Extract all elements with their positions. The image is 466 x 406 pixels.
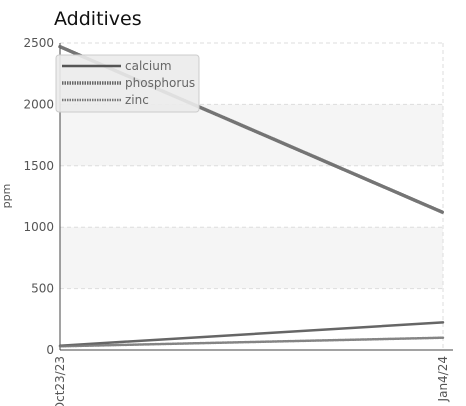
- y-tick-label: 1500: [23, 159, 54, 173]
- y-tick-label: 0: [46, 343, 54, 357]
- background-bands: [60, 104, 443, 289]
- background-band: [60, 227, 443, 289]
- series-line-calcium: [58, 321, 445, 347]
- legend-label-phosphorus: phosphorus: [125, 76, 195, 90]
- legend-box: [55, 54, 200, 113]
- legend-label-calcium: calcium: [125, 59, 172, 73]
- chart-title: Additives: [54, 8, 142, 30]
- series-line-zinc: [58, 336, 445, 348]
- y-tick-label: 1000: [23, 220, 54, 234]
- legend-label-zinc: zinc: [125, 93, 149, 107]
- x-tick-label: Jan4/24: [436, 356, 450, 402]
- y-tick-label: 2000: [23, 97, 54, 111]
- background-band: [60, 104, 443, 166]
- x-tick-label: Oct23/23: [53, 356, 67, 406]
- tick-labels: 0 500 1000 1500 2000 2500 Oct23/23 Jan4/24: [23, 36, 450, 406]
- y-axis-label: ppm: [0, 184, 13, 209]
- y-tick-label: 500: [31, 282, 54, 296]
- legend: calcium phosphorus zinc: [55, 54, 200, 113]
- y-tick-label: 2500: [23, 36, 54, 50]
